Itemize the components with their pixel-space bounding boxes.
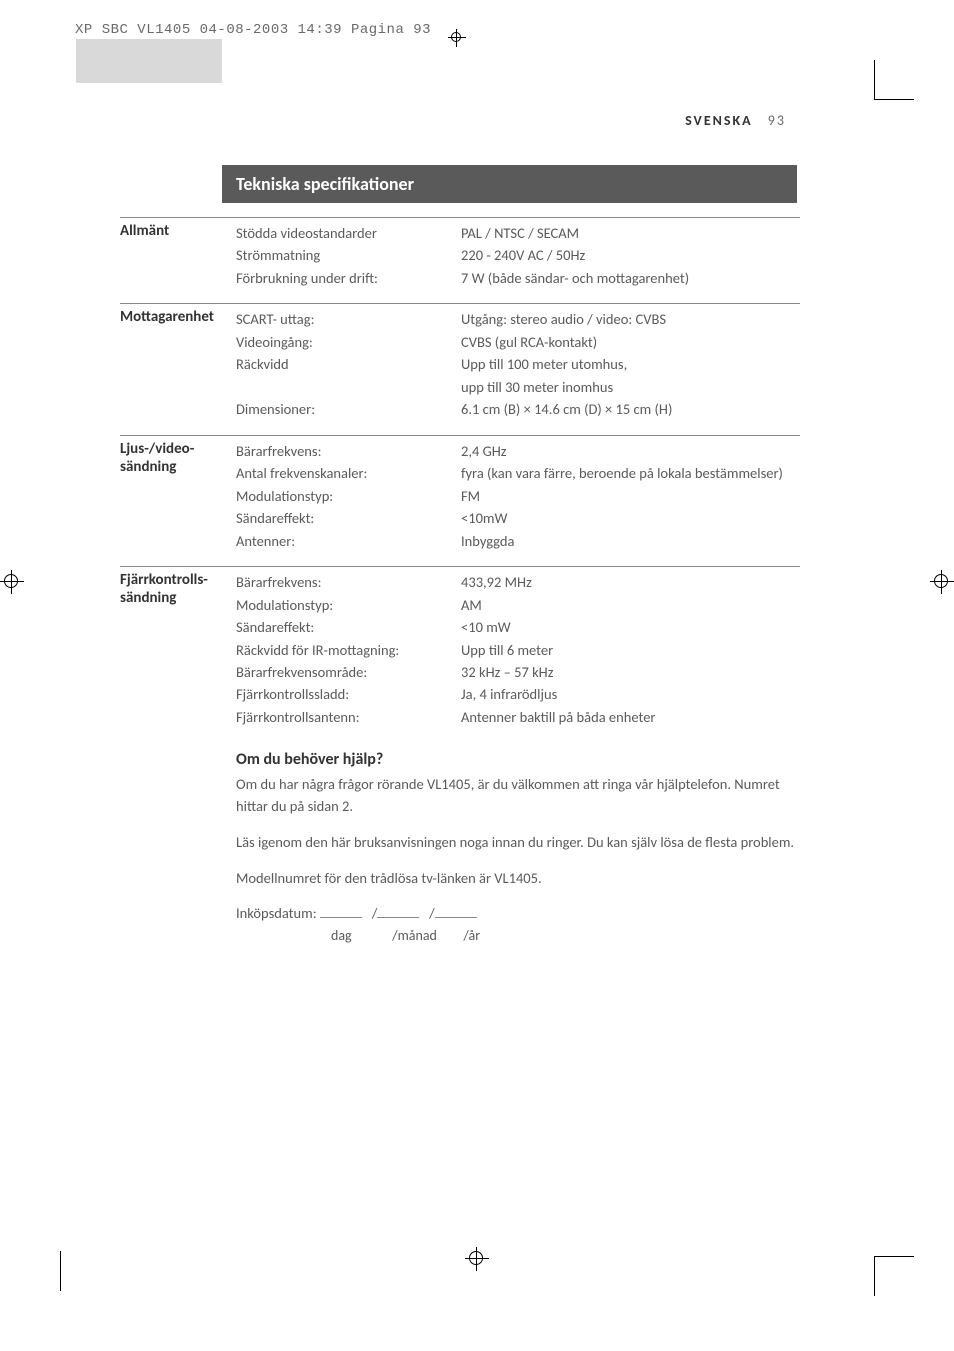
- spec-key: Videoingång:: [236, 331, 461, 353]
- spec-row-label: Allmänt: [120, 222, 236, 289]
- spec-key: Strömmatning: [236, 244, 461, 266]
- spec-value: AM: [461, 594, 800, 616]
- spec-key-column: SCART- uttag:Videoingång:Räckvidd Dimens…: [236, 308, 461, 420]
- spec-key: Fjärrkontrollsantenn:: [236, 706, 461, 728]
- spec-value: Ja, 4 infrarödljus: [461, 683, 800, 705]
- blank-year: [435, 904, 477, 918]
- spec-value: <10 mW: [461, 616, 800, 638]
- sub-day: dag: [331, 925, 389, 946]
- spec-key: Dimensioner:: [236, 398, 461, 420]
- header-text: XP SBC VL1405 04-08-2003 14:39 Pagina 93: [75, 22, 431, 38]
- sub-month: /månad: [392, 925, 460, 946]
- spec-key: Förbrukning under drift:: [236, 267, 461, 289]
- spec-key: Sändareffekt:: [236, 507, 461, 529]
- spec-key-column: Stödda videostandarderStrömmatningFörbru…: [236, 222, 461, 289]
- spec-key: Bärarfrekvensområde:: [236, 661, 461, 683]
- spec-value-column: PAL / NTSC / SECAM220 - 240V AC / 50Hz7 …: [461, 222, 800, 289]
- language-label: SVENSKA: [685, 112, 753, 129]
- spec-key: Räckvidd: [236, 353, 461, 375]
- spec-key: Modulationstyp:: [236, 485, 461, 507]
- spec-value: fyra (kan vara färre, beroende på lokala…: [461, 462, 800, 484]
- spec-value: 2,4 GHz: [461, 440, 800, 462]
- left-grey-bar: [76, 39, 222, 83]
- spec-row-label: Ljus-/video- sändning: [120, 440, 236, 552]
- purchase-label: Inköpsdatum:: [236, 904, 317, 922]
- spec-key: Stödda videostandarder: [236, 222, 461, 244]
- spec-key: [236, 376, 461, 398]
- spec-row: MottagarenhetSCART- uttag:Videoingång:Rä…: [120, 303, 800, 434]
- spec-row: Fjärrkontrolls- sändningBärarfrekvens:Mo…: [120, 566, 800, 742]
- spec-value: CVBS (gul RCA-kontakt): [461, 331, 800, 353]
- spec-key: Modulationstyp:: [236, 594, 461, 616]
- spec-value: Utgång: stereo audio / video: CVBS: [461, 308, 800, 330]
- crop-mark-top-right: [874, 60, 914, 100]
- spec-key-column: Bärarfrekvens:Antal frekvenskanaler:Modu…: [236, 440, 461, 552]
- spec-table: AllmäntStödda videostandarderStrömmatnin…: [120, 217, 800, 742]
- spec-value: 220 - 240V AC / 50Hz: [461, 244, 800, 266]
- help-paragraph-1: Om du har några frågor rörande VL1405, ä…: [236, 774, 800, 818]
- spec-row-label: Fjärrkontrolls- sändning: [120, 571, 236, 728]
- spec-row: AllmäntStödda videostandarderStrömmatnin…: [120, 217, 800, 303]
- spec-key: Antenner:: [236, 530, 461, 552]
- help-section: Om du behöver hjälp? Om du har några frå…: [236, 748, 800, 946]
- spec-value: <10mW: [461, 507, 800, 529]
- help-title: Om du behöver hjälp?: [236, 748, 800, 772]
- registration-mark-bottom: [465, 1247, 489, 1271]
- spec-key-column: Bärarfrekvens:Modulationstyp:Sändareffek…: [236, 571, 461, 728]
- spec-row: Ljus-/video- sändningBärarfrekvens:Antal…: [120, 435, 800, 566]
- print-header-line: XP SBC VL1405 04-08-2003 14:39 Pagina 93: [75, 22, 448, 38]
- spec-value: 32 kHz – 57 kHz: [461, 661, 800, 683]
- spec-key: SCART- uttag:: [236, 308, 461, 330]
- spec-value-column: 2,4 GHzfyra (kan vara färre, beroende på…: [461, 440, 800, 552]
- content-area: Tekniska specifikationer AllmäntStödda v…: [120, 165, 800, 946]
- spec-key: Räckvidd för IR-mottagning:: [236, 639, 461, 661]
- spec-value: FM: [461, 485, 800, 507]
- spec-value: Upp till 6 meter: [461, 639, 800, 661]
- page-number: 93: [768, 112, 786, 129]
- purchase-date-line: Inköpsdatum: / /: [236, 903, 800, 925]
- spec-row-label: Mottagarenhet: [120, 308, 236, 420]
- section-title: Tekniska specifikationer: [222, 165, 797, 203]
- spec-value: 7 W (både sändar- och mottagarenhet): [461, 267, 800, 289]
- page-header: SVENSKA 93: [685, 112, 786, 129]
- spec-value: 6.1 cm (B) × 14.6 cm (D) × 15 cm (H): [461, 398, 800, 420]
- help-paragraph-3: Modellnumret för den trådlösa tv-länken …: [236, 868, 800, 890]
- spec-key: Sändareffekt:: [236, 616, 461, 638]
- spec-value: Antenner baktill på båda enheter: [461, 706, 800, 728]
- spec-value: upp till 30 meter inomhus: [461, 376, 800, 398]
- spec-value: PAL / NTSC / SECAM: [461, 222, 800, 244]
- spec-key: Bärarfrekvens:: [236, 571, 461, 593]
- crop-mark-bottom-right: [874, 1256, 914, 1296]
- spec-value-column: 433,92 MHzAM<10 mWUpp till 6 meter32 kHz…: [461, 571, 800, 728]
- spec-key: Antal frekvenskanaler:: [236, 462, 461, 484]
- date-sub-labels: dag /månad /år: [331, 925, 800, 946]
- spec-value: Upp till 100 meter utomhus,: [461, 353, 800, 375]
- spec-key: Bärarfrekvens:: [236, 440, 461, 462]
- registration-mark-right: [930, 570, 954, 594]
- sub-year: /år: [463, 925, 480, 946]
- crop-mark-bottom-left: [60, 1251, 61, 1291]
- spec-value-column: Utgång: stereo audio / video: CVBSCVBS (…: [461, 308, 800, 420]
- spec-key: Fjärrkontrollssladd:: [236, 683, 461, 705]
- blank-month: [377, 904, 419, 918]
- spec-value: Inbyggda: [461, 530, 800, 552]
- spec-value: 433,92 MHz: [461, 571, 800, 593]
- blank-day: [320, 904, 362, 918]
- registration-mark-left: [0, 570, 24, 594]
- help-paragraph-2: Läs igenom den här bruksanvisningen noga…: [236, 832, 800, 854]
